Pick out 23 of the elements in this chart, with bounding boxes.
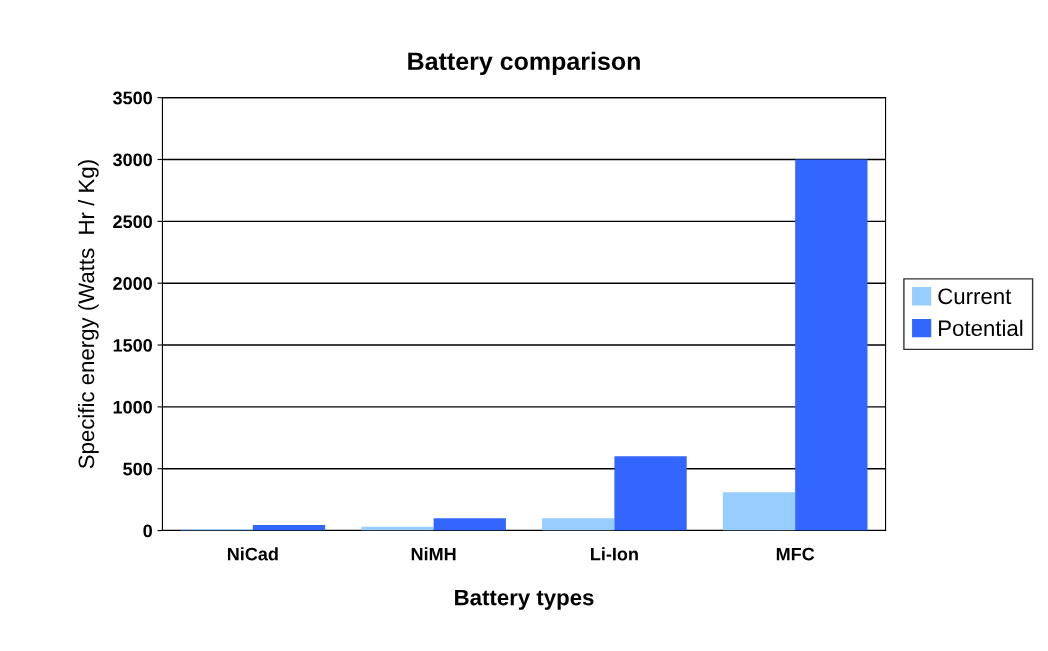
y-axis-title: Specific energy (Watts Hr / Kg) [77, 160, 99, 469]
bar [614, 456, 687, 531]
bar [722, 492, 796, 531]
y-tick-label: 2000 [113, 277, 152, 290]
bar [433, 518, 506, 531]
bar [252, 525, 326, 531]
y-tick-label: 3500 [112, 91, 152, 105]
y-tick-label: 1500 [113, 338, 152, 352]
chart-title: Battery comparison [408, 51, 640, 76]
y-tick-label: 3000 [112, 153, 152, 167]
bar [542, 518, 615, 531]
y-tick-label: 1000 [113, 400, 152, 414]
legend-label: Current [938, 288, 1012, 305]
x-tick-label: NiMH [411, 547, 456, 561]
y-tick-label: 0 [143, 524, 152, 538]
y-tick-label: 500 [123, 462, 152, 476]
bar [795, 159, 868, 531]
legend-label: Potential [939, 319, 1023, 337]
x-tick-label: MFC [776, 547, 815, 561]
x-tick-label: NiCad [227, 547, 278, 561]
x-tick-label: Li-Ion [591, 547, 638, 561]
y-tick-label: 2500 [113, 215, 152, 229]
x-axis-title: Battery types [455, 589, 594, 610]
